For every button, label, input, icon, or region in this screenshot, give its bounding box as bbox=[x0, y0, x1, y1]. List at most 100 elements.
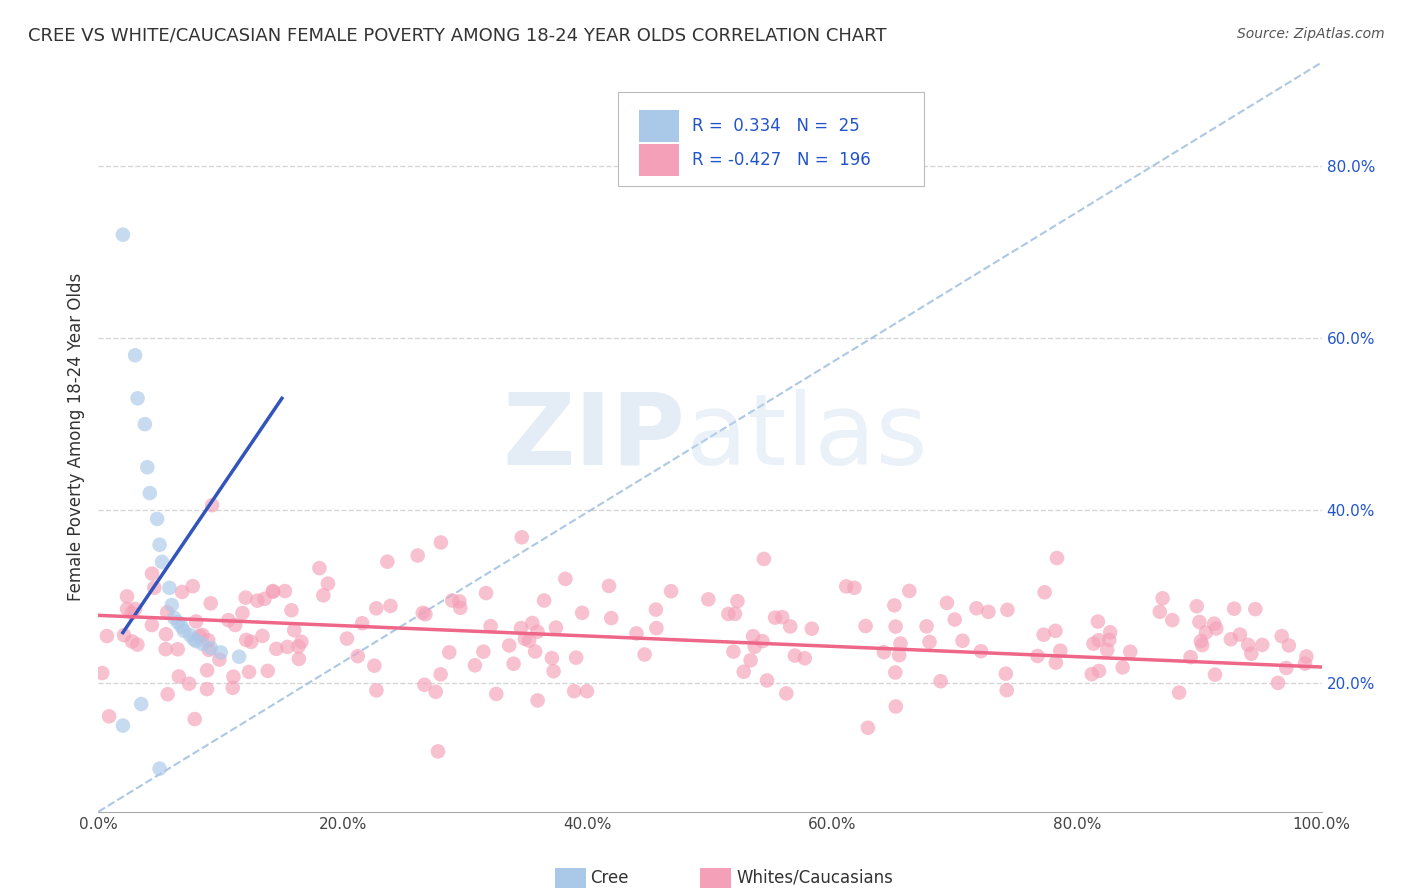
Point bbox=[1119, 645, 1142, 659]
Point bbox=[173, 624, 195, 638]
Point bbox=[195, 663, 218, 677]
Point bbox=[441, 593, 464, 607]
Point bbox=[186, 634, 208, 648]
Point bbox=[952, 633, 974, 648]
Point bbox=[346, 649, 368, 664]
Point bbox=[184, 615, 207, 629]
Point bbox=[91, 666, 114, 681]
Point bbox=[1045, 656, 1067, 670]
Point bbox=[479, 619, 502, 633]
Point bbox=[742, 629, 765, 643]
Point bbox=[995, 683, 1018, 698]
Point bbox=[565, 650, 588, 665]
Point bbox=[276, 640, 298, 654]
Point bbox=[526, 693, 548, 707]
Point bbox=[179, 628, 201, 642]
Point bbox=[166, 642, 188, 657]
Point bbox=[124, 348, 146, 362]
Point bbox=[883, 599, 905, 613]
Point bbox=[134, 417, 156, 432]
Point bbox=[111, 227, 134, 242]
FancyBboxPatch shape bbox=[619, 93, 924, 186]
Point bbox=[1111, 660, 1133, 674]
Point bbox=[793, 651, 815, 665]
Bar bbox=[640, 111, 679, 142]
Point bbox=[752, 552, 775, 566]
Point bbox=[146, 512, 169, 526]
Point bbox=[266, 641, 288, 656]
Point bbox=[222, 670, 245, 684]
Point bbox=[262, 584, 284, 599]
Point bbox=[884, 699, 907, 714]
Point bbox=[522, 615, 544, 630]
Point bbox=[770, 610, 793, 624]
Point bbox=[316, 576, 339, 591]
Point bbox=[626, 626, 648, 640]
Point bbox=[929, 674, 952, 689]
Point bbox=[406, 549, 429, 563]
Point bbox=[1168, 685, 1191, 699]
Point bbox=[724, 607, 747, 621]
Point bbox=[1204, 667, 1226, 681]
Point bbox=[156, 605, 179, 619]
Point bbox=[167, 615, 190, 630]
Point bbox=[554, 572, 576, 586]
Point bbox=[1087, 633, 1109, 648]
Point bbox=[600, 611, 623, 625]
Point bbox=[856, 721, 879, 735]
Point bbox=[149, 762, 172, 776]
Point bbox=[1278, 639, 1301, 653]
Text: atlas: atlas bbox=[686, 389, 927, 485]
Point bbox=[1188, 615, 1211, 629]
Point bbox=[115, 590, 138, 604]
Point bbox=[844, 581, 866, 595]
Point bbox=[413, 678, 436, 692]
Point bbox=[898, 584, 921, 599]
Point bbox=[775, 686, 797, 700]
Point bbox=[510, 530, 533, 544]
Point bbox=[150, 555, 173, 569]
Point bbox=[415, 607, 437, 622]
Point bbox=[115, 602, 138, 616]
Point bbox=[208, 652, 231, 666]
Point bbox=[256, 664, 278, 678]
Point bbox=[524, 644, 547, 658]
Point bbox=[283, 623, 305, 637]
Point bbox=[1088, 664, 1111, 678]
Point bbox=[763, 610, 786, 624]
Point bbox=[544, 621, 567, 635]
Point bbox=[1191, 638, 1213, 652]
Point bbox=[723, 645, 745, 659]
Point bbox=[1161, 613, 1184, 627]
Point bbox=[197, 643, 219, 657]
Point bbox=[571, 606, 593, 620]
Point bbox=[336, 632, 359, 646]
Point bbox=[1045, 624, 1067, 638]
Point bbox=[312, 588, 335, 602]
Point bbox=[200, 641, 222, 656]
Point bbox=[756, 673, 779, 688]
Point bbox=[1294, 657, 1316, 671]
Point bbox=[197, 633, 219, 648]
Point bbox=[280, 603, 302, 617]
Point bbox=[288, 652, 311, 666]
Point bbox=[970, 644, 993, 658]
Point bbox=[485, 687, 508, 701]
Text: R =  0.334   N =  25: R = 0.334 N = 25 bbox=[692, 117, 859, 135]
Point bbox=[170, 619, 193, 633]
Point bbox=[800, 622, 823, 636]
Point bbox=[475, 586, 498, 600]
Point bbox=[412, 606, 434, 620]
Point bbox=[141, 618, 163, 632]
Point bbox=[201, 498, 224, 512]
Point bbox=[1204, 616, 1226, 631]
Point bbox=[1189, 634, 1212, 648]
Point bbox=[124, 602, 146, 616]
Point bbox=[633, 648, 655, 662]
Point bbox=[543, 665, 565, 679]
Point bbox=[139, 486, 162, 500]
Point bbox=[375, 555, 398, 569]
Point bbox=[1049, 643, 1071, 657]
Point bbox=[1081, 667, 1104, 681]
Point bbox=[439, 645, 461, 659]
